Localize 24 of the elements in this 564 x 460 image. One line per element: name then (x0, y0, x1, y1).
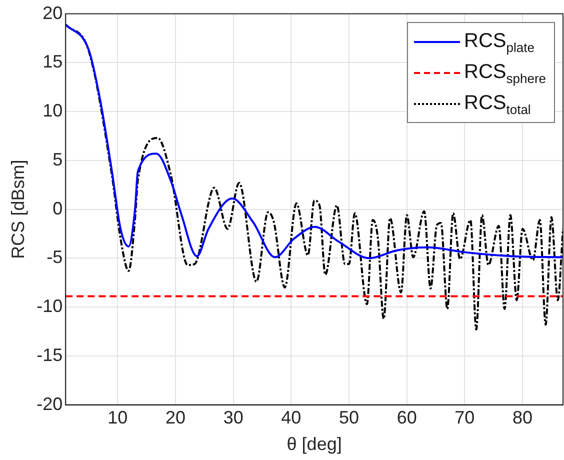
x-tick-label: 30 (223, 408, 244, 428)
legend-label: RCS$_{plate}$ (464, 30, 534, 55)
legend-label: RCS$_{sphere}$ (464, 60, 546, 86)
x-tick-label: 50 (338, 408, 360, 428)
x-tick-label: 20 (165, 408, 186, 428)
line-series (66, 24, 563, 331)
line-series (66, 24, 563, 260)
y-tick-label: -5 (46, 247, 63, 268)
x-tick-label: 40 (281, 408, 302, 428)
legend-label: RCS$_{total}$ (464, 92, 531, 117)
x-axis-title: θ [deg] (286, 434, 342, 454)
y-tick-label: 0 (52, 198, 63, 218)
x-tick-label: 10 (108, 408, 128, 428)
y-tick-label: 15 (42, 52, 63, 72)
x-tick-label: 60 (396, 408, 417, 428)
y-tick-label: 5 (52, 149, 63, 170)
x-tick-label: 80 (512, 408, 533, 428)
y-tick-label: -10 (36, 296, 63, 316)
y-tick-label: 10 (42, 100, 63, 121)
y-tick-label: -20 (36, 394, 63, 414)
y-tick-label: 20 (42, 2, 63, 23)
x-tick-label: 70 (454, 408, 475, 428)
y-tick-label: -15 (36, 344, 63, 365)
y-axis-title: RCS [dBsm] (8, 160, 28, 259)
